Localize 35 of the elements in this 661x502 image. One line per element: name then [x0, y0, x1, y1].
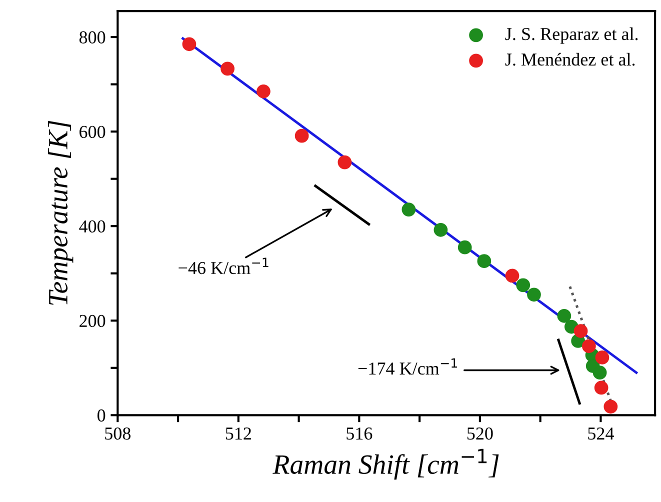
point	[516, 278, 530, 292]
y-tick-label: 600	[80, 126, 106, 138]
x-tick-label: 516	[346, 428, 372, 440]
y-tick-label: 400	[79, 220, 106, 233]
x-tick-label: 508	[105, 427, 131, 440]
point	[594, 380, 608, 395]
legend-label: J. S. Reparaz et al.	[505, 27, 638, 44]
point	[505, 268, 520, 283]
annotation: −174 K/cm$^{−1}$	[358, 358, 458, 375]
point	[220, 62, 234, 76]
point	[338, 155, 352, 170]
x-tick-label: 520	[467, 427, 493, 440]
y-tick-label: 800	[79, 31, 106, 44]
point	[182, 37, 196, 52]
point	[604, 400, 618, 414]
point	[294, 128, 309, 143]
point	[592, 366, 607, 380]
annotation: −46 K/cm$^{−1}$	[178, 258, 268, 274]
legend-label: J. Menéndez et al.	[505, 52, 635, 66]
point	[458, 240, 472, 254]
x-axis-title: Raman Shift [cm$^{−1}$]	[272, 448, 499, 480]
x-tick-label: 512	[226, 428, 251, 440]
point	[434, 222, 448, 237]
x-tick-label: 524	[588, 428, 614, 440]
y-tick-label: 0	[98, 409, 106, 422]
point	[557, 308, 572, 323]
point	[402, 202, 416, 216]
point	[477, 254, 492, 268]
y-tick-label: 200	[80, 314, 106, 328]
point	[256, 84, 270, 98]
point	[582, 339, 596, 354]
point	[527, 288, 541, 302]
point	[574, 324, 588, 338]
y-axis-title: Temperature [K]	[48, 120, 74, 305]
point	[595, 350, 610, 364]
